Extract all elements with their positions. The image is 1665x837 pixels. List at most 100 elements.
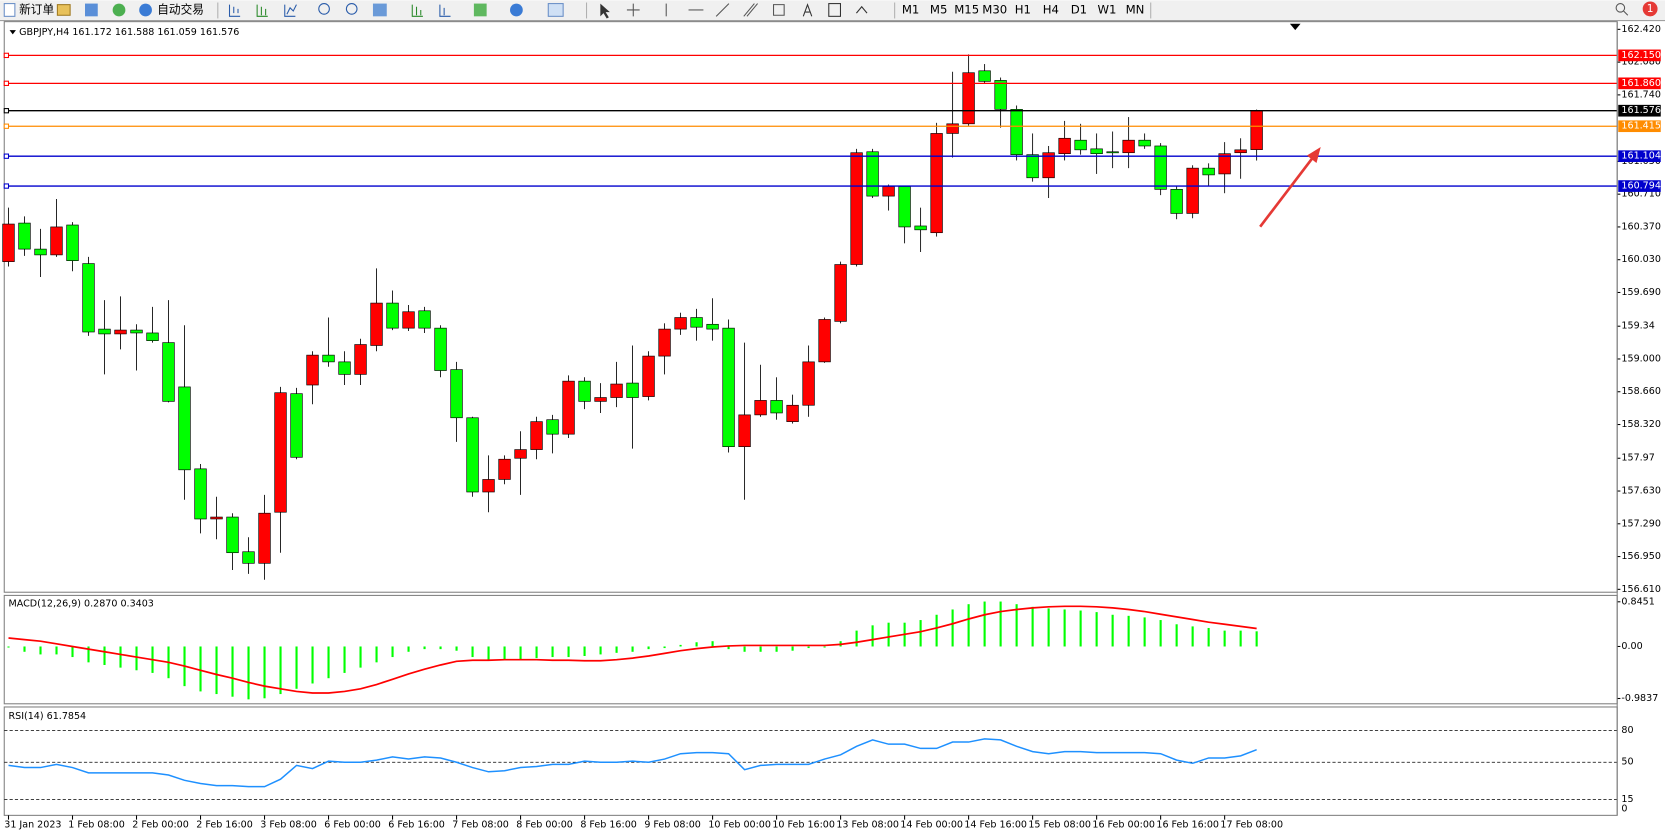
icon[interactable] — [85, 3, 98, 17]
candle-body — [834, 264, 847, 322]
fibo-tool[interactable] — [772, 4, 785, 16]
macd-bar — [119, 646, 122, 668]
notification-badge[interactable] — [1642, 1, 1658, 17]
macd-bar — [231, 646, 234, 697]
rsi-title: RSI(14) 61.7854 — [9, 711, 87, 722]
search-icon-handle — [1623, 10, 1629, 16]
candle-body — [626, 382, 639, 398]
candle-body — [1154, 145, 1167, 190]
macd-bar — [215, 646, 218, 695]
candle-body — [1170, 189, 1183, 214]
x-tick-label: 31 Jan 2023 — [4, 819, 61, 830]
candle-body — [706, 323, 719, 330]
macd-bar — [647, 646, 650, 650]
label-tool[interactable] — [828, 3, 842, 17]
icon[interactable] — [228, 4, 241, 17]
timeframe-button[interactable]: D1 — [1071, 2, 1087, 16]
y-tick-label: 161.740 — [1621, 89, 1660, 100]
macd-bar — [743, 646, 746, 652]
candle-body — [1026, 154, 1039, 179]
y-tick-label: 0 — [1621, 803, 1627, 814]
candle-body — [402, 311, 415, 329]
collapse-icon — [9, 30, 16, 35]
candle-body — [946, 123, 959, 134]
macd-bar — [551, 646, 554, 658]
macd-bar — [135, 646, 138, 671]
macd-bar — [679, 644, 682, 647]
candle-body — [162, 342, 175, 402]
candle-body — [1106, 151, 1119, 154]
x-tick-label: 9 Feb 08:00 — [644, 819, 701, 830]
macd-bar — [871, 625, 874, 647]
x-tick-label: 2 Feb 00:00 — [132, 819, 189, 830]
candle-body — [610, 383, 623, 398]
channel-tool[interactable] — [743, 3, 758, 17]
candle-body — [562, 380, 575, 435]
crosshair-tool[interactable] — [626, 3, 640, 17]
icon[interactable] — [439, 4, 451, 17]
x-tick-label: 14 Feb 16:00 — [964, 819, 1027, 830]
macd-bar — [1223, 630, 1226, 647]
price-level-label: 161.576 — [1621, 105, 1660, 116]
candle-body — [1218, 153, 1231, 175]
auto-trading-button[interactable]: 自动交易 — [157, 2, 204, 16]
candle-body — [258, 512, 271, 564]
macd-bar — [391, 646, 394, 658]
timeframe-button[interactable]: MN — [1126, 2, 1145, 16]
timeframe-button[interactable]: M1 — [902, 2, 920, 16]
text-tool[interactable] — [802, 3, 813, 17]
candle-body — [738, 414, 751, 448]
candle-body — [290, 393, 303, 458]
icon[interactable] — [284, 4, 297, 17]
macd-bar — [487, 646, 490, 660]
macd-bar — [599, 646, 602, 655]
timeframe-button[interactable]: H1 — [1015, 2, 1031, 16]
arrow-tool[interactable] — [855, 5, 868, 14]
candle-body — [210, 516, 223, 520]
search-icon[interactable] — [1615, 3, 1626, 13]
y-tick-label: 80 — [1621, 725, 1633, 736]
icon[interactable] — [112, 3, 126, 17]
trendline-tool[interactable] — [715, 3, 730, 17]
timeframe-button[interactable]: M30 — [982, 2, 1007, 16]
zoom-out[interactable] — [345, 3, 358, 15]
candle-body — [930, 133, 943, 234]
timeframe-button[interactable]: M15 — [954, 2, 979, 16]
timeframe-button[interactable]: W1 — [1097, 2, 1116, 16]
icon[interactable] — [256, 4, 268, 17]
candle-body — [226, 516, 239, 554]
icon[interactable] — [56, 4, 71, 16]
y-tick-label: 159.690 — [1621, 287, 1660, 298]
cursor-tool[interactable] — [600, 3, 610, 19]
macd-bar — [727, 646, 730, 650]
macd-bar — [711, 641, 714, 647]
timeframe-button[interactable]: H4 — [1043, 2, 1059, 16]
candle-body — [146, 332, 159, 341]
candle-body — [82, 263, 95, 333]
candle-body — [770, 400, 783, 414]
macd-bar — [375, 646, 378, 663]
timeframe-button[interactable]: M5 — [930, 2, 948, 16]
new-order-button[interactable]: 新订单 — [19, 2, 54, 16]
icon[interactable] — [411, 4, 423, 17]
macd-bar — [535, 646, 538, 659]
macd-bar — [1207, 627, 1210, 647]
candle-body — [1202, 167, 1215, 176]
candle-body — [242, 551, 255, 564]
icon[interactable] — [547, 3, 564, 17]
candle-body — [114, 329, 127, 335]
zoom-in[interactable] — [318, 3, 330, 15]
macd-bar — [407, 646, 410, 652]
price-level-label: 161.860 — [1621, 78, 1660, 89]
y-tick-label: 160.370 — [1621, 221, 1660, 232]
icon[interactable] — [473, 3, 487, 17]
macd-bar — [359, 646, 362, 668]
price-level-tag — [1618, 104, 1661, 117]
macd-bar — [855, 630, 858, 647]
candle-body — [546, 419, 559, 435]
icon[interactable] — [510, 3, 523, 17]
candle-body — [338, 361, 351, 375]
icon[interactable] — [372, 3, 387, 17]
macd-bar — [1015, 604, 1018, 647]
plot: 162.420162.080161.740161.050160.710160.3… — [2, 21, 1661, 830]
